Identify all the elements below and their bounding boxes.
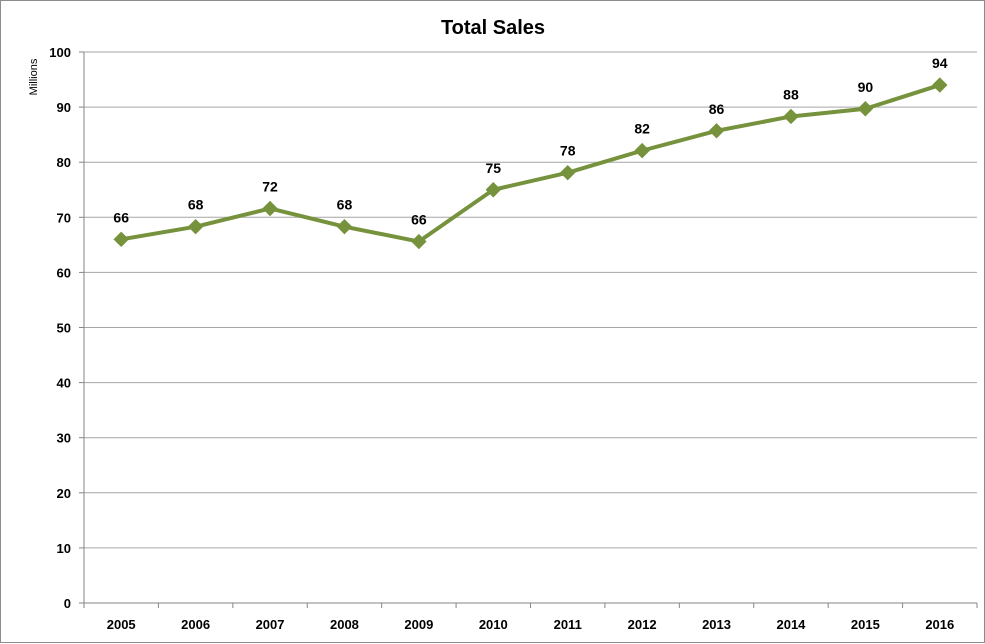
- data-label: 78: [560, 143, 576, 159]
- data-point-marker: [783, 108, 799, 125]
- y-tick-label: 40: [57, 376, 71, 391]
- axes: [79, 51, 978, 608]
- data-point-marker: [262, 200, 278, 217]
- gridlines: [84, 51, 977, 549]
- data-label: 88: [783, 86, 799, 102]
- y-tick-labels: 0 10 20 30 40 50 60 70 80 90 100: [49, 45, 71, 611]
- y-axis-label: Millions: [28, 58, 40, 95]
- x-tick-label: 2007: [256, 617, 285, 632]
- data-labels: 66 68 72 68 66 75 78 82 86 88 90 94: [113, 55, 947, 227]
- x-tick-label: 2010: [479, 617, 508, 632]
- y-tick-label: 10: [57, 541, 71, 556]
- x-tick-label: 2014: [776, 617, 806, 632]
- data-label: 75: [486, 160, 502, 176]
- data-point-marker: [932, 77, 948, 93]
- y-tick-label: 0: [64, 596, 71, 611]
- y-tick-label: 70: [57, 210, 71, 225]
- data-point-marker: [113, 231, 129, 248]
- x-tick-label: 2005: [107, 617, 136, 632]
- x-tick-label: 2016: [925, 617, 954, 632]
- y-tick-label: 80: [57, 155, 71, 170]
- data-point-marker: [187, 218, 204, 235]
- data-label: 66: [411, 212, 427, 228]
- data-label: 86: [709, 101, 725, 117]
- data-point-marker: [336, 218, 353, 235]
- chart-title: Total Sales: [441, 17, 545, 39]
- y-tick-label: 100: [49, 45, 71, 60]
- series-line: [120, 83, 941, 244]
- data-label: 68: [188, 197, 204, 213]
- y-tick-label: 50: [57, 321, 71, 336]
- x-tick-label: 2015: [851, 617, 880, 632]
- y-tick-label: 30: [57, 431, 71, 446]
- data-label: 68: [337, 197, 353, 213]
- y-tick-label: 90: [57, 100, 71, 115]
- data-label: 82: [634, 121, 650, 137]
- data-label: 90: [858, 79, 874, 95]
- x-tick-labels: 2005 2006 2007 2008 2009 2010 2011 2012 2013 2014…: [107, 617, 955, 632]
- data-point-marker: [634, 142, 650, 159]
- y-tick-label: 20: [57, 486, 71, 501]
- data-label: 94: [932, 55, 948, 71]
- x-tick-label: 2011: [554, 617, 582, 632]
- data-point-marker: [560, 164, 576, 181]
- y-tick-label: 60: [57, 265, 71, 280]
- x-tick-label: 2008: [330, 617, 359, 632]
- x-tick-label: 2006: [181, 617, 210, 632]
- series-total-sales: [113, 77, 948, 250]
- x-tick-label: 2013: [702, 617, 731, 632]
- x-tick-label: 2012: [628, 617, 657, 632]
- x-tick-label: 2009: [404, 617, 433, 632]
- data-point-marker: [485, 182, 501, 198]
- data-point-marker: [411, 233, 427, 250]
- data-label: 72: [262, 178, 278, 194]
- data-point-marker: [857, 101, 874, 117]
- data-point-marker: [708, 123, 725, 139]
- data-label: 66: [113, 209, 129, 225]
